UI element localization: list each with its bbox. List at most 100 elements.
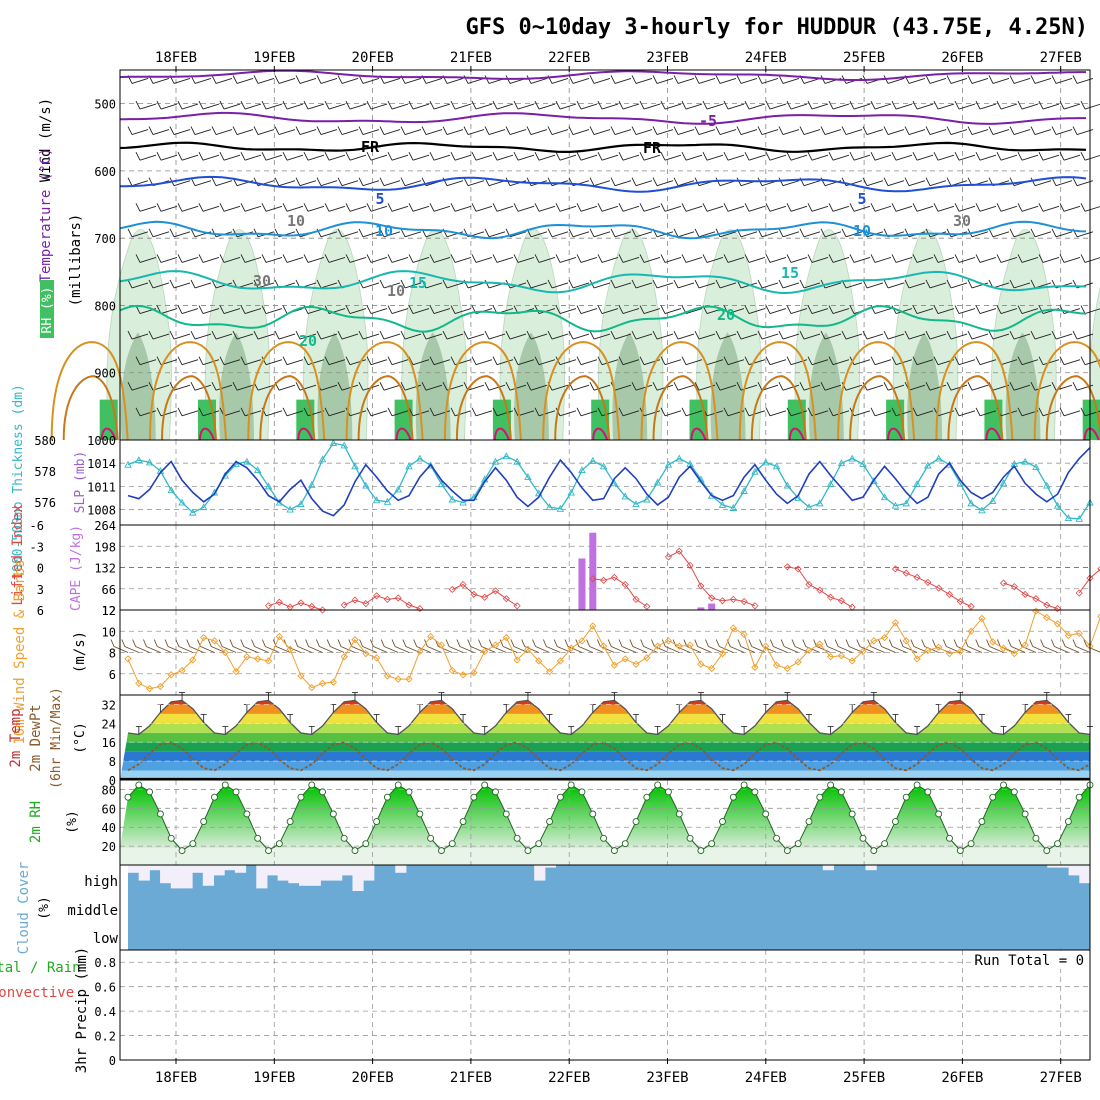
wind-barb	[975, 639, 993, 653]
isotherm-30	[62, 375, 119, 441]
wind-speed-point	[751, 663, 759, 672]
rh-point	[394, 781, 402, 789]
isotherm-30	[161, 375, 217, 441]
slp-point	[675, 454, 684, 462]
rh-point	[935, 810, 943, 818]
lifted-index-point	[470, 590, 478, 598]
wind-barb	[673, 382, 695, 391]
wind-barb	[135, 254, 157, 263]
y-label-wind10m: 10m Wind Speed & Barbs	[12, 559, 28, 744]
cloud-gap	[331, 865, 343, 881]
wind-barb	[702, 151, 724, 161]
y-label-cloud: Cloud Cover	[16, 862, 32, 955]
wind-barb	[555, 305, 577, 314]
wind-barb	[757, 75, 779, 84]
rh-point	[1032, 834, 1040, 842]
temp-whisker	[957, 691, 964, 701]
wind-barb	[240, 151, 262, 161]
rh-point	[773, 834, 780, 842]
rh-base	[120, 848, 1090, 865]
run-total-label: Run Total = 0	[974, 953, 1084, 969]
rh-point	[762, 810, 770, 818]
wind-barb	[379, 330, 401, 340]
isotherm-30	[750, 375, 807, 441]
cape-bar	[697, 607, 705, 610]
wind-barb	[316, 75, 338, 84]
wind-barb	[786, 151, 808, 161]
cloud-gap	[181, 865, 193, 889]
chart-title: GFS 0~10day 3-hourly for HUDDUR (43.75E,…	[465, 15, 1088, 40]
y-label-convective: Convective	[0, 985, 74, 1001]
wind-speed-point	[351, 636, 359, 644]
wind-barb	[967, 382, 989, 391]
wind-barb	[484, 228, 506, 238]
temp-whisker	[892, 713, 899, 723]
wind-barb	[975, 254, 997, 263]
wind-barb	[1017, 100, 1039, 110]
temp-whisker	[978, 713, 985, 723]
date-label-bottom: 20FEB	[352, 1070, 394, 1086]
wind-speed-point	[935, 643, 943, 651]
wind-barb	[282, 356, 304, 366]
wind-speed-point	[502, 633, 510, 642]
wind-barb	[673, 75, 695, 84]
wind-barb	[723, 254, 745, 263]
temp-band	[120, 751, 1090, 762]
rh-area	[120, 784, 1090, 848]
isotherm-35	[788, 427, 805, 441]
isotherm-30	[554, 375, 611, 441]
wind-barb	[933, 305, 955, 314]
wind-barb	[542, 639, 561, 653]
temp-whisker	[805, 713, 812, 723]
lifted-index-point	[664, 553, 673, 561]
wind-barb	[878, 639, 896, 653]
rh-point	[243, 810, 251, 818]
rh-line	[127, 784, 1091, 852]
rh-point	[405, 788, 413, 796]
wind-barb	[148, 279, 170, 289]
wind-speed-point	[794, 658, 802, 666]
wind-barb	[778, 75, 800, 84]
wind-barb	[778, 126, 800, 136]
wind-barb	[933, 254, 955, 263]
wind-barb	[198, 151, 220, 161]
isotherm-25	[738, 341, 817, 441]
lifted-index-point	[1032, 595, 1040, 603]
wind-barb	[358, 126, 380, 136]
cloud-fill	[128, 865, 1090, 950]
slp-point	[459, 498, 467, 506]
rh-point	[967, 840, 975, 848]
wind-barb	[1030, 126, 1052, 136]
slp-point	[362, 481, 370, 489]
wind-barb	[946, 382, 968, 391]
wind-barb	[177, 203, 199, 212]
rh-shade-mid	[612, 332, 648, 440]
wind-barb	[513, 407, 535, 417]
rh-point	[556, 793, 564, 801]
wind-barb	[303, 356, 325, 366]
temp-whisker	[265, 691, 272, 701]
cloud-level-label: high	[84, 874, 118, 890]
wind-barb	[597, 407, 619, 417]
wind-barb	[954, 356, 976, 366]
slp-point	[761, 458, 770, 466]
slp-point	[924, 461, 932, 469]
y-label-unit: (%)	[65, 810, 80, 833]
wind-barb	[198, 100, 220, 110]
slp-point	[1021, 457, 1029, 465]
wind-barb	[1030, 75, 1052, 84]
wind-barb	[883, 177, 905, 187]
wind-barb	[240, 100, 262, 110]
rh-shade-mid	[120, 332, 156, 440]
wind-barb	[576, 151, 598, 161]
rh-point	[632, 818, 640, 826]
wind-barb	[823, 639, 842, 653]
wind-barb	[820, 382, 842, 391]
wind-barb	[610, 177, 632, 187]
wind-barb	[660, 407, 682, 417]
isotherm-25	[443, 341, 522, 441]
wind-barb	[568, 228, 590, 238]
thickness-series-line	[127, 447, 1091, 517]
wind-barb	[576, 305, 598, 314]
wind-barb	[1050, 639, 1069, 653]
